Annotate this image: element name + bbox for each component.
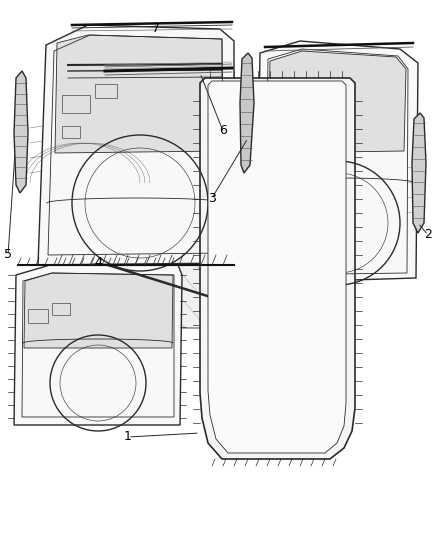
Bar — [52, 303, 70, 315]
Polygon shape — [240, 53, 254, 173]
Text: 3: 3 — [208, 191, 216, 205]
Bar — [62, 126, 80, 138]
Text: 7: 7 — [152, 21, 160, 35]
Bar — [272, 112, 296, 128]
Text: 2: 2 — [424, 229, 432, 241]
Polygon shape — [200, 78, 355, 459]
Polygon shape — [55, 35, 222, 153]
Bar — [95, 84, 117, 98]
Text: 6: 6 — [219, 125, 227, 138]
Polygon shape — [14, 265, 182, 425]
Bar — [28, 309, 48, 323]
Bar — [300, 106, 320, 118]
Bar — [62, 95, 90, 113]
Polygon shape — [38, 25, 234, 265]
Polygon shape — [268, 51, 406, 153]
Bar — [272, 136, 288, 148]
Polygon shape — [208, 81, 346, 453]
Polygon shape — [24, 273, 173, 348]
Polygon shape — [108, 265, 310, 328]
Polygon shape — [256, 41, 418, 283]
Text: 1: 1 — [124, 431, 132, 443]
Text: 5: 5 — [4, 248, 12, 262]
Text: 4: 4 — [94, 256, 102, 270]
Polygon shape — [412, 113, 426, 233]
Polygon shape — [14, 71, 28, 193]
